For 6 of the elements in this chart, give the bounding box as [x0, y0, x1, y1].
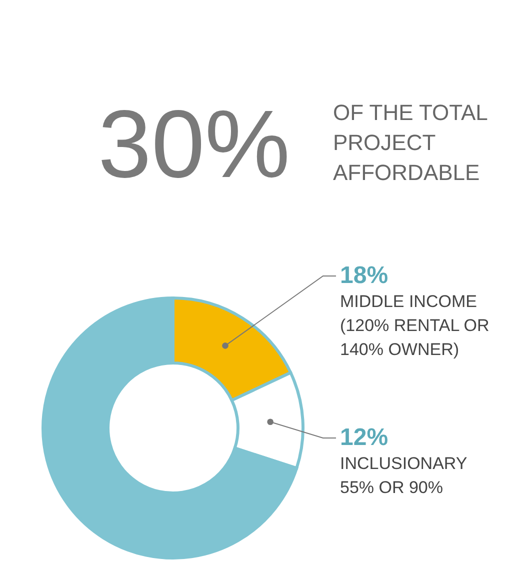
slice-label: MIDDLE INCOME (120% RENTAL OR 140% OWNER) — [340, 292, 490, 359]
chart-subtitle: OF THE TOTAL PROJECT AFFORDABLE — [333, 100, 488, 185]
data-label: 18% — [340, 262, 388, 289]
chart-title: 30% — [98, 91, 290, 198]
data-label: 12% — [340, 424, 388, 451]
slice-label: INCLUSIONARY 55% OR 90% — [340, 454, 468, 497]
